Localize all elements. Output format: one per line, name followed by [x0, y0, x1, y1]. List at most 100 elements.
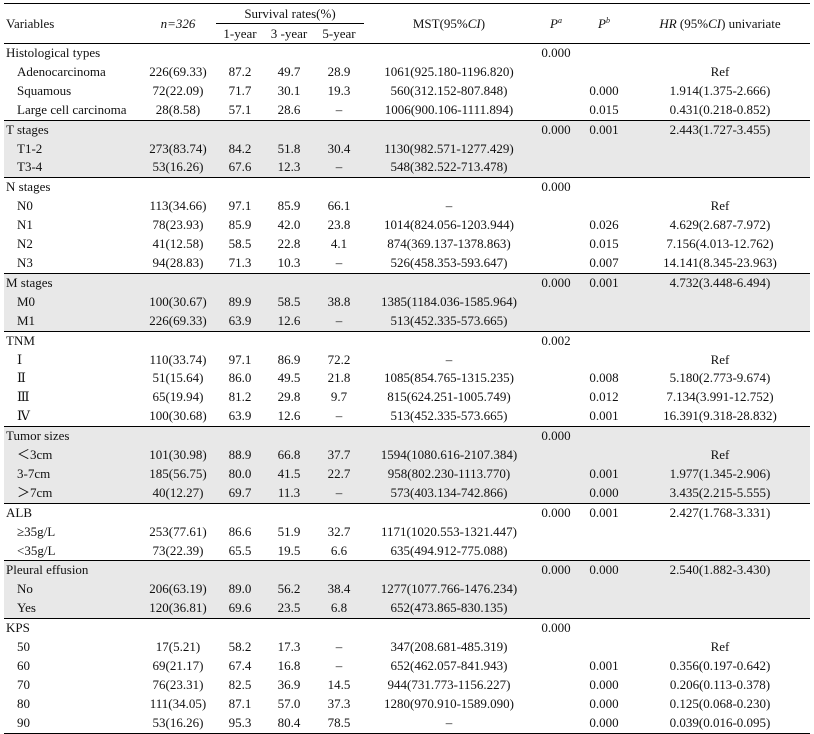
- header-hr-mid: (95%: [676, 16, 709, 31]
- cell-1-year: 88.9: [216, 446, 264, 465]
- cell-p-a: [534, 541, 578, 562]
- cell-3-year: 41.5: [264, 464, 314, 484]
- cell-5-year: 14.5: [327, 676, 351, 692]
- group-header-row: M stages 0.000 0.001 4.732(3.448-6.494): [4, 273, 810, 293]
- cell-p-b: [578, 63, 630, 82]
- cell-1-year: [216, 560, 264, 581]
- cell-n: 253(77.61): [149, 523, 207, 539]
- cell-5-year: –: [335, 639, 343, 655]
- header-year3: 3 -year: [264, 23, 314, 44]
- cell-n: 110(33.74): [149, 351, 207, 367]
- cell-n: 206(63.19): [140, 580, 216, 600]
- cell-1-year: 84.2: [216, 139, 264, 159]
- cell-hr: [630, 292, 810, 312]
- header-pb: Pb: [578, 3, 630, 44]
- cell-1-year: 97.1: [228, 351, 252, 367]
- group-header-row: N stages 0.000: [4, 178, 810, 197]
- cell-p-b: [578, 311, 630, 332]
- cell-3-year: 42.0: [277, 217, 301, 233]
- header-hr-text: HR: [659, 16, 677, 31]
- cell-p-b: 0.008: [589, 370, 619, 386]
- cell-p-a: [534, 139, 578, 159]
- header-pa-sup: a: [557, 16, 562, 25]
- cell-n: 101(30.98): [140, 446, 216, 465]
- cell-mst: –: [445, 351, 453, 367]
- cell-5-year: 38.4: [314, 580, 364, 600]
- cell-p-b: 0.001: [578, 120, 630, 140]
- table-row: No 206(63.19) 89.0 56.2 38.4 1277(1077.766-14…: [4, 580, 810, 600]
- cell-3-year: 51.8: [264, 139, 314, 159]
- cell-3-year: 19.5: [264, 541, 314, 562]
- cell-variable: Yes: [4, 599, 140, 620]
- table-row: Squamous 72(22.09) 71.7 30.1 19.3 560(312.152…: [4, 82, 810, 101]
- cell-mst: [364, 44, 534, 63]
- cell-p-b: [578, 44, 630, 63]
- cell-variable: M stages: [4, 273, 140, 293]
- header-mst-text: MST(95%: [412, 16, 468, 31]
- cell-3-year: [264, 44, 314, 63]
- cell-3-year: 12.6: [264, 311, 314, 332]
- cell-3-year: 22.8: [277, 236, 301, 252]
- cell-mst: –: [364, 713, 534, 734]
- table-row: Adenocarcinoma 226(69.33) 87.2 49.7 28.9 1061…: [4, 63, 810, 82]
- cell-mst: [364, 503, 534, 522]
- cell-3-year: 85.9: [277, 198, 301, 214]
- table-row: 50 17(5.21) 58.2 17.3 – 347(208.681-485.319) R…: [4, 638, 810, 657]
- cell-5-year: –: [314, 253, 364, 274]
- cell-1-year: 82.5: [228, 676, 252, 692]
- cell-p-b: 0.000: [589, 695, 619, 711]
- cell-hr: 7.156(4.013-12.762): [666, 236, 774, 252]
- cell-p-a: [534, 523, 578, 542]
- cell-p-b: [578, 197, 630, 216]
- cell-p-a: [534, 311, 578, 332]
- cell-5-year: 30.4: [314, 139, 364, 159]
- header-hr: HR (95%CI) univariate: [630, 3, 810, 44]
- cell-p-b: [578, 351, 630, 370]
- cell-variable: 3-7cm: [4, 464, 140, 484]
- cell-n: 185(56.75): [140, 464, 216, 484]
- cell-5-year: 37.7: [314, 446, 364, 465]
- cell-1-year: 97.1: [228, 198, 252, 214]
- cell-hr: 1.977(1.345-2.906): [630, 464, 810, 484]
- cell-3-year: [264, 560, 314, 581]
- cell-n: [140, 178, 216, 197]
- cell-p-b: [578, 638, 630, 657]
- cell-1-year: 89.0: [216, 580, 264, 600]
- cell-5-year: 9.7: [330, 389, 348, 405]
- cell-p-b: [578, 178, 630, 197]
- cell-mst: –: [445, 198, 453, 214]
- cell-p-a: [534, 695, 578, 714]
- cell-p-a: [534, 63, 578, 82]
- cell-3-year: 66.8: [264, 446, 314, 465]
- cell-mst: 560(312.152-807.848): [390, 82, 508, 98]
- cell-3-year: [264, 120, 314, 140]
- cell-p-a: 0.000: [534, 273, 578, 293]
- cell-p-b: 0.001: [578, 464, 630, 484]
- cell-p-b: 0.001: [578, 273, 630, 293]
- cell-variable: 90: [4, 713, 140, 734]
- cell-variable: 80: [17, 695, 30, 711]
- cell-n: [140, 560, 216, 581]
- cell-variable: Ⅱ: [17, 370, 26, 386]
- cell-p-a: 0.002: [541, 332, 571, 348]
- cell-n: 41(12.58): [152, 236, 204, 252]
- cell-hr: 1.914(1.375-2.666): [669, 82, 771, 98]
- cell-5-year: 4.1: [330, 236, 348, 252]
- cell-p-b: [578, 426, 630, 447]
- cell-p-a: [534, 100, 578, 121]
- cell-variable: Squamous: [17, 82, 72, 98]
- table-row: N0 113(34.66) 97.1 85.9 66.1 – Ref: [4, 197, 810, 216]
- cell-variable: Ⅳ: [4, 407, 140, 428]
- cell-hr: [630, 44, 810, 63]
- cell-1-year: [216, 120, 264, 140]
- cell-n: 78(23.93): [152, 217, 204, 233]
- table-row: 80 111(34.05) 87.1 57.0 37.3 1280(970.910-158…: [4, 695, 810, 714]
- cell-5-year: [314, 273, 364, 293]
- cell-p-a: [534, 197, 578, 216]
- table-row: Yes 120(36.81) 69.6 23.5 6.8 652(473.865-830.…: [4, 599, 810, 620]
- group-header-row: Histological types 0.000: [4, 44, 810, 63]
- cell-n: 53(16.26): [140, 158, 216, 179]
- cell-5-year: –: [314, 100, 364, 121]
- cell-3-year: 57.0: [277, 695, 301, 711]
- cell-mst: 1280(970.910-1589.090): [384, 695, 514, 711]
